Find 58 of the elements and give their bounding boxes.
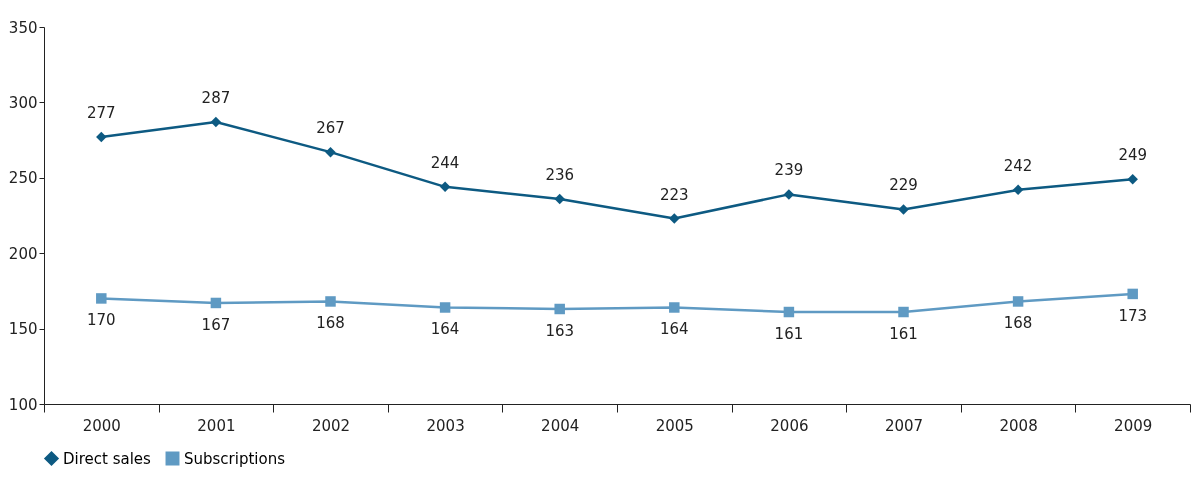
point — [669, 213, 680, 224]
data-label: 223 — [659, 185, 689, 204]
x-tick-label: 2000 — [82, 416, 121, 435]
x-tick-label: 2006 — [770, 416, 809, 435]
point — [96, 131, 107, 143]
data-label: 163 — [545, 322, 575, 340]
point — [783, 306, 795, 318]
data-label: 267 — [316, 119, 345, 138]
data-label: 173 — [1118, 306, 1148, 325]
data-label: 164 — [659, 320, 689, 339]
data-label: 229 — [889, 176, 918, 195]
x-tick-label: 2002 — [311, 416, 351, 435]
x-tick-label: 2003 — [426, 416, 465, 435]
x-tick-label: 2007 — [884, 416, 924, 435]
point — [439, 302, 451, 313]
point — [898, 204, 909, 215]
data-label: 168 — [316, 314, 345, 333]
data-label: 161 — [889, 325, 918, 344]
data-label: 244 — [430, 153, 460, 172]
data-label: 287 — [201, 89, 231, 107]
data-label: 168 — [1003, 314, 1033, 333]
y-tick-label: 150 — [8, 320, 38, 339]
point — [554, 303, 565, 315]
point — [1127, 174, 1138, 185]
point — [210, 116, 222, 128]
point — [554, 193, 565, 205]
x-tick-label: 2005 — [655, 416, 694, 435]
y-tick-label: 350 — [8, 18, 38, 37]
data-label: 249 — [1118, 146, 1148, 165]
y-tick-label: 100 — [8, 395, 38, 414]
point — [439, 181, 451, 193]
point — [325, 146, 336, 158]
point — [783, 189, 795, 200]
point — [96, 293, 107, 304]
data-label: 161 — [774, 325, 804, 344]
x-tick-label: 2001 — [197, 416, 236, 435]
data-label: 239 — [774, 161, 804, 180]
y-tick-label: 300 — [8, 93, 38, 112]
data-label: 242 — [1003, 156, 1033, 175]
point — [1127, 288, 1138, 300]
data-label: 236 — [545, 165, 575, 184]
data-label: 170 — [86, 311, 116, 330]
point — [1012, 296, 1024, 307]
x-tick-label: 2004 — [541, 416, 580, 435]
data-label: 164 — [430, 320, 460, 339]
point — [898, 306, 909, 318]
point — [1012, 184, 1024, 196]
y-tick-label: 200 — [8, 244, 38, 263]
point — [669, 302, 680, 313]
x-tick-label: 2008 — [999, 416, 1038, 435]
legend-label: Direct sales — [63, 449, 152, 468]
legend-label: Subscriptions — [184, 449, 286, 468]
data-label: 277 — [86, 104, 116, 123]
point — [210, 297, 222, 309]
point — [325, 296, 336, 307]
x-tick-label: 2009 — [1114, 416, 1153, 435]
y-tick-label: 250 — [8, 169, 38, 188]
data-label: 167 — [201, 315, 231, 334]
